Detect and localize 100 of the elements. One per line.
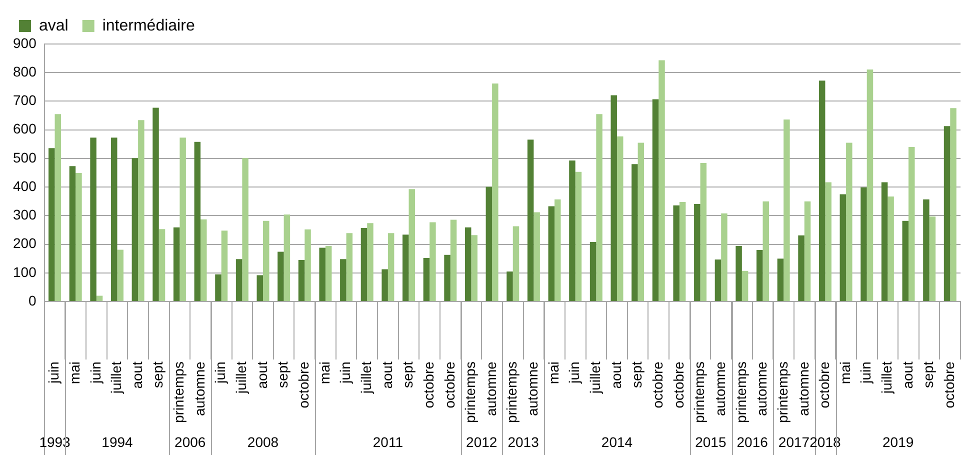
bar xyxy=(888,196,894,302)
text: 2013 xyxy=(508,434,540,450)
x-tick-label: printemps xyxy=(504,362,520,423)
bar xyxy=(450,220,457,302)
bar xyxy=(590,242,596,302)
x-tick-label: sept xyxy=(400,361,416,388)
x-tick-label: octobre xyxy=(816,361,832,408)
bar xyxy=(367,223,374,302)
bar xyxy=(430,222,436,302)
bar xyxy=(319,248,326,302)
y-tick-label: 800 xyxy=(13,63,37,80)
x-tick-label: automne xyxy=(482,361,499,416)
bar xyxy=(402,234,409,302)
bar xyxy=(881,182,888,302)
x-tick-label: aout xyxy=(899,361,916,389)
bar xyxy=(714,259,722,302)
text: 1993 xyxy=(39,434,71,450)
y-tick-label: 500 xyxy=(13,149,37,166)
bar xyxy=(284,214,290,302)
bar xyxy=(408,189,416,302)
x-tick-label: juin xyxy=(858,362,874,384)
bar xyxy=(54,114,62,302)
bar xyxy=(554,199,561,302)
x-tick-label: octobre xyxy=(670,361,686,408)
text: 2015 xyxy=(695,434,726,450)
bar xyxy=(512,226,520,302)
text: 2006 xyxy=(174,434,206,450)
bar xyxy=(278,252,284,302)
bar xyxy=(784,120,790,302)
bar xyxy=(902,220,909,302)
x-tick-label: printemps xyxy=(732,362,749,423)
bar xyxy=(492,83,498,302)
bar xyxy=(846,142,852,302)
bar xyxy=(950,108,956,302)
x-tick-label: printemps xyxy=(462,362,478,423)
text: 2011 xyxy=(372,434,404,450)
bar xyxy=(96,296,103,302)
text: 2018 xyxy=(810,434,841,450)
bar xyxy=(486,186,492,302)
bar xyxy=(569,160,576,302)
x-tick-label: aout xyxy=(254,361,270,389)
bar xyxy=(527,140,534,302)
x-tick-label: octobre xyxy=(420,361,436,408)
text: 2014 xyxy=(601,434,633,450)
x-tick-label: octobre xyxy=(649,361,666,408)
bar xyxy=(173,227,180,302)
bar xyxy=(69,166,76,302)
bar xyxy=(548,206,555,302)
bar xyxy=(694,204,700,302)
bar xyxy=(610,95,617,302)
x-tick-label: printemps xyxy=(691,362,708,423)
bar xyxy=(110,138,118,302)
bar xyxy=(840,194,846,302)
bar xyxy=(215,274,222,302)
x-tick-label: juin xyxy=(566,362,582,384)
text: 2019 xyxy=(882,434,914,450)
legend-label: aval xyxy=(39,17,68,34)
bar xyxy=(866,69,874,302)
y-tick-label: 400 xyxy=(13,178,37,194)
x-tick-label: juin xyxy=(337,362,354,384)
bar xyxy=(464,227,472,302)
bar xyxy=(804,201,811,302)
x-tick-label: sept xyxy=(274,361,291,388)
bar xyxy=(700,163,707,302)
bar xyxy=(596,114,602,302)
bar xyxy=(632,164,638,302)
x-tick-label: mai xyxy=(316,362,332,384)
bar xyxy=(673,205,680,302)
x-tick-label: mai xyxy=(66,362,82,384)
bar xyxy=(860,187,867,302)
text: 2016 xyxy=(736,434,768,450)
bar xyxy=(221,230,228,302)
x-tick-label: automne xyxy=(191,361,208,416)
x-tick-label: automne xyxy=(524,361,541,416)
y-tick-label: 300 xyxy=(13,206,37,223)
x-tick-label: automne xyxy=(712,361,728,416)
text: 2017 xyxy=(778,434,810,450)
x-tick-label: octobre xyxy=(941,361,958,408)
text: 2012 xyxy=(466,434,498,450)
x-tick-label: printemps xyxy=(170,362,187,423)
bar xyxy=(777,258,784,302)
bar xyxy=(818,80,826,302)
x-tick-label: octobre xyxy=(441,361,458,408)
bar xyxy=(360,228,368,302)
bar xyxy=(762,201,769,302)
bar xyxy=(638,142,644,302)
x-tick-label: aout xyxy=(128,361,145,389)
x-tick-label: automne xyxy=(754,361,770,416)
bar xyxy=(200,219,207,302)
y-tick-label: 900 xyxy=(13,34,37,51)
x-tick-label: sept xyxy=(628,361,645,388)
bar xyxy=(471,235,478,302)
bar xyxy=(48,148,55,302)
bar xyxy=(117,250,124,302)
x-tick-label: juin xyxy=(46,362,62,384)
y-tick-label: 700 xyxy=(13,92,37,108)
bar xyxy=(304,229,311,302)
y-tick-label: 0 xyxy=(28,292,37,308)
bar xyxy=(506,271,513,302)
bar xyxy=(658,60,665,302)
